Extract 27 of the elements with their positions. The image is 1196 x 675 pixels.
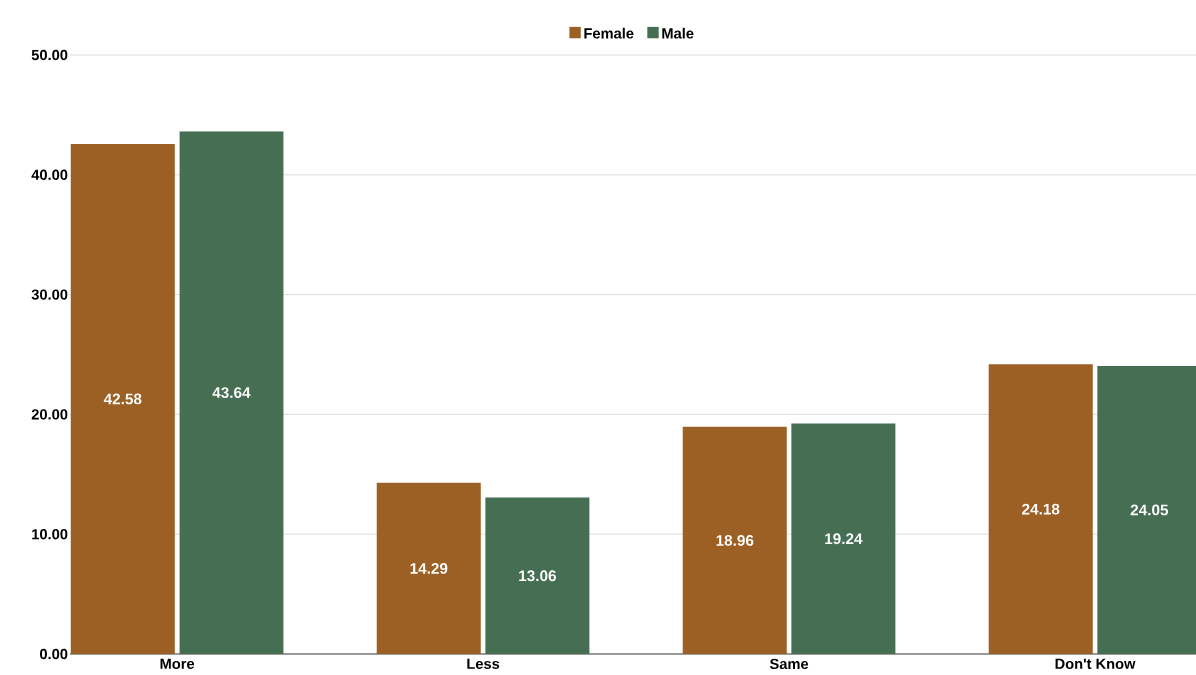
y-tick-label: 50.00 xyxy=(31,49,68,61)
bar xyxy=(376,482,481,654)
data-label: 19.24 xyxy=(825,533,863,545)
bar xyxy=(485,497,590,654)
data-label: 14.29 xyxy=(410,562,448,574)
data-label: 24.18 xyxy=(1022,503,1060,515)
y-tick-label: 30.00 xyxy=(31,289,68,300)
legend-label: Male xyxy=(662,27,694,39)
data-label: 13.06 xyxy=(519,570,557,582)
data-label: 24.05 xyxy=(1130,504,1169,516)
y-tick-label: 20.00 xyxy=(31,409,68,420)
y-tick-label: 40.00 xyxy=(31,169,68,180)
data-label: 18.96 xyxy=(716,535,754,546)
x-tick-label: Don't Know xyxy=(1055,658,1136,669)
bar xyxy=(70,143,175,654)
y-tick-label: 0.00 xyxy=(40,648,68,660)
legend-label: Female xyxy=(584,27,634,39)
data-label: 43.64 xyxy=(212,387,251,399)
bar xyxy=(791,423,896,654)
bar xyxy=(988,364,1093,654)
x-tick-label: More xyxy=(160,658,195,669)
bar xyxy=(179,131,284,654)
x-tick-label: Less xyxy=(467,658,500,669)
data-label: 42.58 xyxy=(103,393,142,405)
x-tick-label: Same xyxy=(769,658,809,670)
bar xyxy=(682,426,787,654)
y-tick-label: 10.00 xyxy=(32,529,68,540)
